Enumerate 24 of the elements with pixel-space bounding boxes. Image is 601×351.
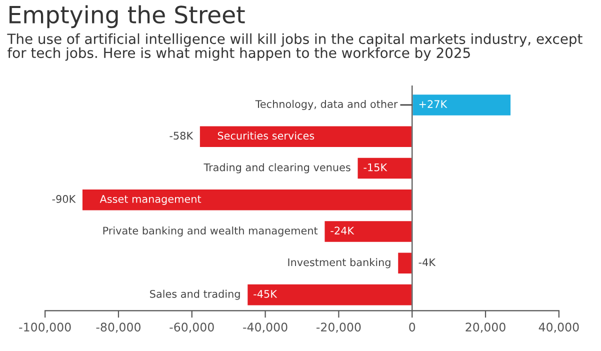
y-tick-label: Securities services xyxy=(218,132,314,140)
y-tick-label: Sales and trading xyxy=(150,290,240,300)
x-tick-label: -20,000 xyxy=(316,322,361,333)
x-tick-label: 0 xyxy=(409,322,416,332)
x-tick-label: -100,000 xyxy=(19,322,71,333)
x-tick-label: -40,000 xyxy=(243,322,288,333)
x-tick-label: 40,000 xyxy=(538,322,579,333)
y-tick-label: Technology, data and other xyxy=(255,100,398,110)
y-tick-label: Investment banking xyxy=(288,258,390,268)
x-tick-label: 20,000 xyxy=(466,322,506,333)
chart-title: Emptying the Street xyxy=(10,5,245,28)
data-label: -90K xyxy=(52,195,76,203)
data-label: -45K xyxy=(254,290,278,298)
data-label: +27K xyxy=(419,100,448,108)
x-tick-label: -60,000 xyxy=(170,322,214,333)
data-label: -58K xyxy=(170,132,194,140)
y-tick-label: Private banking and wealth management xyxy=(103,226,318,237)
data-label: -15K xyxy=(364,164,388,172)
x-tick-label: -80,000 xyxy=(96,322,140,333)
data-label: -24K xyxy=(330,226,354,234)
y-tick-label: Trading and clearing venues xyxy=(204,163,350,174)
data-label: -4K xyxy=(418,258,436,266)
y-tick-label: Asset management xyxy=(100,195,202,205)
chart-subtitle: The use of artificial intelligence will kill jobs in the capital markets industry, except for tech jobs. Here is what might happen to the workforce by 2025 xyxy=(7,33,582,61)
